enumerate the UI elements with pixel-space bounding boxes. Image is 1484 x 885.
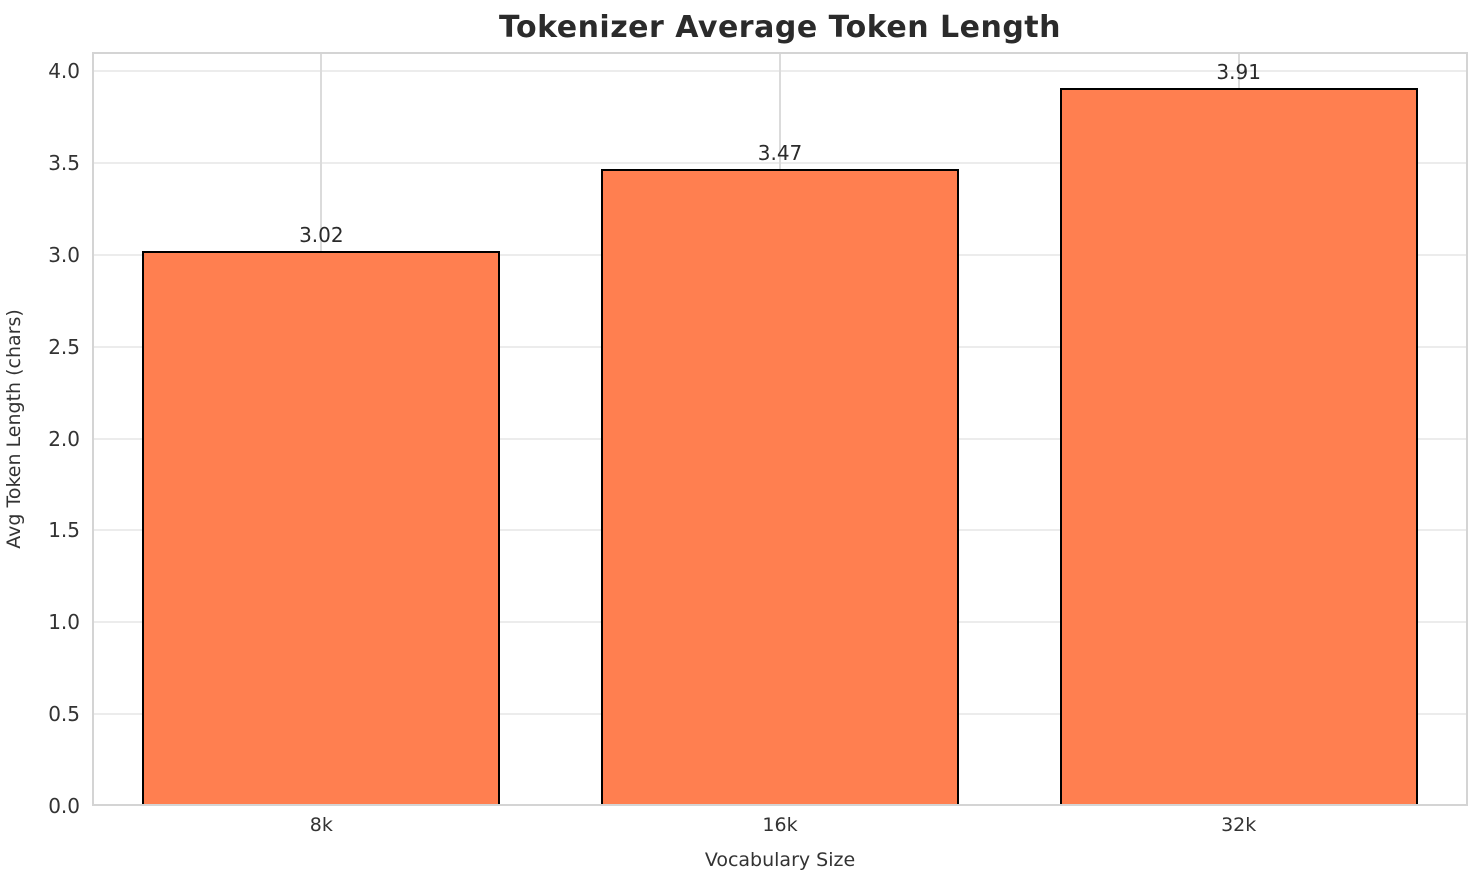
bar-8k <box>142 251 501 806</box>
y-tick-label: 3.0 <box>48 242 80 267</box>
y-tick-label: 4.0 <box>48 59 80 84</box>
plot-area: 3.02 3.47 3.91 <box>92 52 1468 806</box>
x-tick-label: 8k <box>309 814 333 836</box>
y-tick-label: 0.0 <box>48 794 80 818</box>
y-tick-label: 2.5 <box>48 334 80 359</box>
chart-title: Tokenizer Average Token Length <box>498 10 1061 45</box>
y-tick-label: 0.5 <box>48 702 80 727</box>
x-tick-label: 32k <box>1221 814 1257 836</box>
y-axis-label: Avg Token Length (chars) <box>3 309 25 549</box>
y-tick-label: 2.0 <box>48 426 80 451</box>
bar-32k <box>1059 87 1418 806</box>
y-tick-label: 1.0 <box>48 610 80 635</box>
x-tick-label: 16k <box>762 814 798 836</box>
bar-16k <box>601 168 959 806</box>
y-tick-label: 3.5 <box>48 151 80 176</box>
y-tick-label: 1.5 <box>48 518 80 543</box>
x-axis-label: Vocabulary Size <box>704 849 856 871</box>
bar-value-label: 3.91 <box>1216 59 1261 84</box>
bar-value-label: 3.47 <box>757 140 803 165</box>
bar-value-label: 3.02 <box>299 223 344 248</box>
